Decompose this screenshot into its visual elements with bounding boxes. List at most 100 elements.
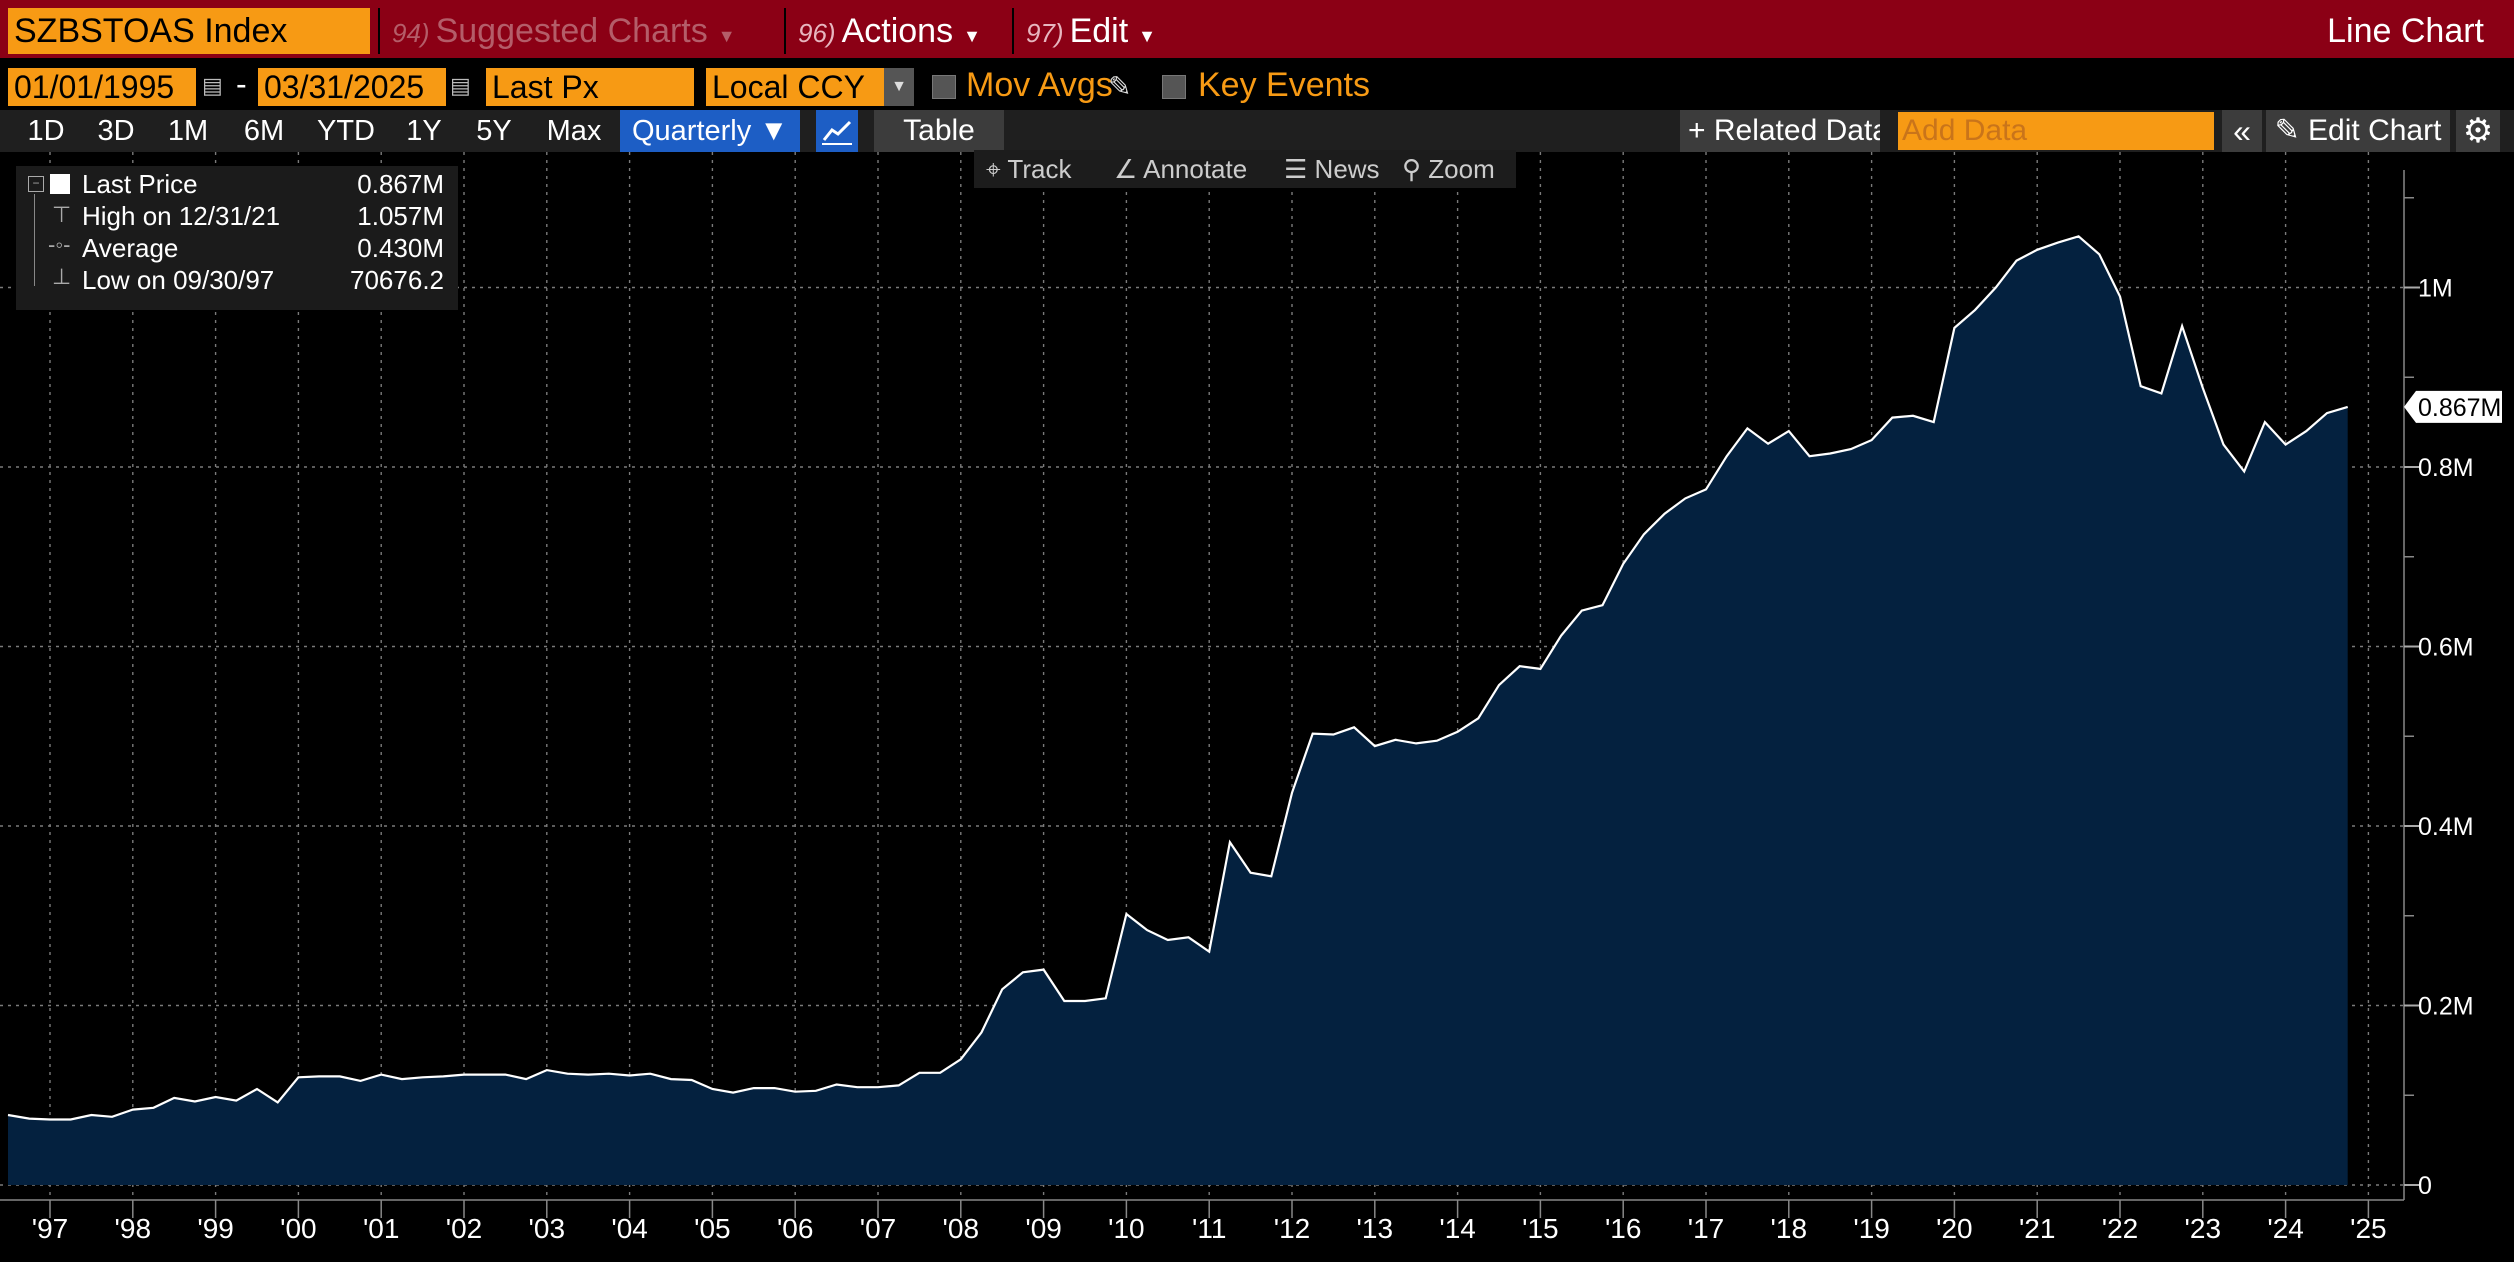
last-value-marker: 0.867M — [2404, 390, 2502, 423]
last-value-badge — [2404, 390, 2502, 423]
chevron-down-icon: ▼ — [1138, 26, 1156, 46]
key-events-label[interactable]: Key Events — [1198, 66, 1370, 104]
calendar-icon[interactable]: ▤ — [202, 73, 223, 98]
currency-selector[interactable]: Local CCY — [706, 68, 886, 106]
x-tick-label: '97 — [32, 1213, 69, 1244]
legend-high-label: High on 12/31/21 — [82, 201, 281, 231]
y-tick-label: 0.4M — [2418, 813, 2474, 841]
range-5y[interactable]: 5Y — [476, 115, 512, 147]
chevron-down-icon[interactable]: ▼ — [884, 68, 914, 106]
legend-high-value: 1.057M — [357, 201, 444, 231]
mov-avgs-label[interactable]: Mov Avgs — [966, 66, 1113, 104]
chevron-down-icon: ▼ — [963, 26, 981, 46]
news-icon: ☰ — [1284, 154, 1315, 184]
frequency-selector[interactable]: Quarterly ▼ — [620, 110, 800, 152]
suggested-num: 94) — [392, 18, 430, 48]
x-tick-label: '03 — [529, 1213, 566, 1244]
news-label: News — [1314, 154, 1380, 184]
average-marker-icon: -◦- — [48, 232, 71, 257]
mov-avgs-checkbox[interactable] — [932, 75, 956, 99]
search-icon: ⚲ — [1402, 154, 1429, 184]
header-bar — [0, 0, 2514, 58]
collapse-icon[interactable]: − — [28, 176, 44, 192]
legend-low-label: Low on 09/30/97 — [82, 265, 275, 295]
x-tick-label: '20 — [1936, 1213, 1973, 1244]
gear-icon[interactable]: ⚙ — [2456, 110, 2500, 152]
edit-chart-button[interactable]: ✎ Edit Chart — [2266, 110, 2450, 152]
x-tick-label: '21 — [2019, 1213, 2056, 1244]
y-tick-label: 0.8M — [2418, 454, 2474, 482]
series-line — [7, 235, 2349, 1121]
line-chart-icon[interactable] — [816, 110, 858, 152]
chart-type-label: Line Chart — [2327, 12, 2484, 50]
legend-tree-line — [34, 194, 35, 286]
range-1m[interactable]: 1M — [167, 115, 209, 147]
track-label: Track — [1007, 154, 1072, 184]
pencil-icon[interactable]: ✎ — [1108, 71, 1132, 102]
range-3d[interactable]: 3D — [97, 115, 135, 147]
add-data-input[interactable]: Add Data — [1898, 112, 2214, 150]
key-events-checkbox[interactable] — [1162, 75, 1186, 99]
x-tick-label: '13 — [1357, 1213, 1394, 1244]
plus-icon: + — [1688, 114, 1714, 147]
frequency-label: Quarterly — [631, 115, 752, 147]
start-date-field[interactable]: 01/01/1995 — [8, 68, 196, 106]
calendar-icon[interactable]: ▤ — [450, 73, 471, 98]
legend-last-label: Last Price — [82, 169, 198, 199]
related-data-button[interactable]: + Related Data — [1680, 110, 1880, 152]
double-chevron-left-icon[interactable]: « — [2222, 110, 2262, 152]
y-tick-label: 0.6M — [2418, 634, 2474, 662]
x-tick-label: '01 — [363, 1213, 400, 1244]
edit-chart-label: Edit Chart — [2308, 114, 2442, 147]
range-1d[interactable]: 1D — [27, 115, 65, 147]
range-6m[interactable]: 6M — [243, 115, 285, 147]
annotate-label: Annotate — [1143, 154, 1248, 184]
table-button[interactable]: Table — [874, 110, 1004, 152]
x-tick-label: '12 — [1274, 1213, 1311, 1244]
x-tick-label: '24 — [2267, 1213, 2304, 1244]
high-marker-icon: ⊤ — [52, 202, 72, 227]
related-data-label: Related Data — [1713, 114, 1880, 147]
track-tool[interactable]: ⌖ Track — [986, 150, 1071, 188]
field-selector[interactable]: Last Px — [486, 68, 694, 106]
ticker-field[interactable]: SZBSTOAS Index — [8, 8, 370, 54]
edit-num: 97) — [1026, 18, 1064, 48]
x-tick-label: '98 — [115, 1213, 152, 1244]
x-tick-label: '99 — [197, 1213, 234, 1244]
x-tick-label: '02 — [446, 1213, 483, 1244]
edit-menu[interactable]: 97) Edit ▼ — [1012, 8, 1188, 54]
range-1y[interactable]: 1Y — [406, 115, 442, 147]
y-tick-label: 0.2M — [2418, 993, 2474, 1021]
x-tick-label: '19 — [1853, 1213, 1890, 1244]
chevron-down-icon: ▼ — [759, 115, 789, 147]
range-ytd[interactable]: YTD — [317, 115, 375, 147]
x-tick-label: '10 — [1108, 1213, 1145, 1244]
end-date-field[interactable]: 03/31/2025 — [258, 68, 446, 106]
legend-low-value: 70676.2 — [350, 265, 444, 295]
x-tick-label: '11 — [1192, 1213, 1226, 1244]
x-tick-label: '14 — [1439, 1213, 1476, 1244]
y-axis: 0 0.2M 0.4M 0.6M 0.8M 1M — [2403, 170, 2474, 1200]
actions-menu[interactable]: 96) Actions ▼ — [784, 8, 1010, 54]
range-max[interactable]: Max — [546, 115, 602, 147]
y-tick-label: 0 — [2418, 1172, 2432, 1200]
last-value-label: 0.867M — [2418, 394, 2501, 422]
legend-avg-value: 0.430M — [357, 233, 444, 263]
edit-label: Edit — [1069, 12, 1129, 50]
pencil-icon: ∠ — [1114, 154, 1144, 184]
zoom-label: Zoom — [1428, 154, 1495, 184]
suggested-charts-menu[interactable]: 94) Suggested Charts ▼ — [378, 8, 782, 54]
annotate-tool[interactable]: ∠ Annotate — [1114, 150, 1247, 188]
pencil-icon: ✎ — [2274, 114, 2309, 147]
x-tick-label: '18 — [1771, 1213, 1808, 1244]
news-tool[interactable]: ☰ News — [1284, 150, 1380, 188]
x-tick-label: '07 — [860, 1213, 897, 1244]
suggested-label: Suggested Charts — [435, 12, 708, 50]
area-fill — [8, 236, 2348, 1186]
crosshair-icon: ⌖ — [986, 154, 1008, 184]
x-tick-label: '06 — [777, 1213, 814, 1244]
zoom-tool[interactable]: ⚲ Zoom — [1402, 150, 1495, 188]
chart-toolbar — [974, 150, 1516, 188]
x-tick-label: '22 — [2102, 1213, 2139, 1244]
